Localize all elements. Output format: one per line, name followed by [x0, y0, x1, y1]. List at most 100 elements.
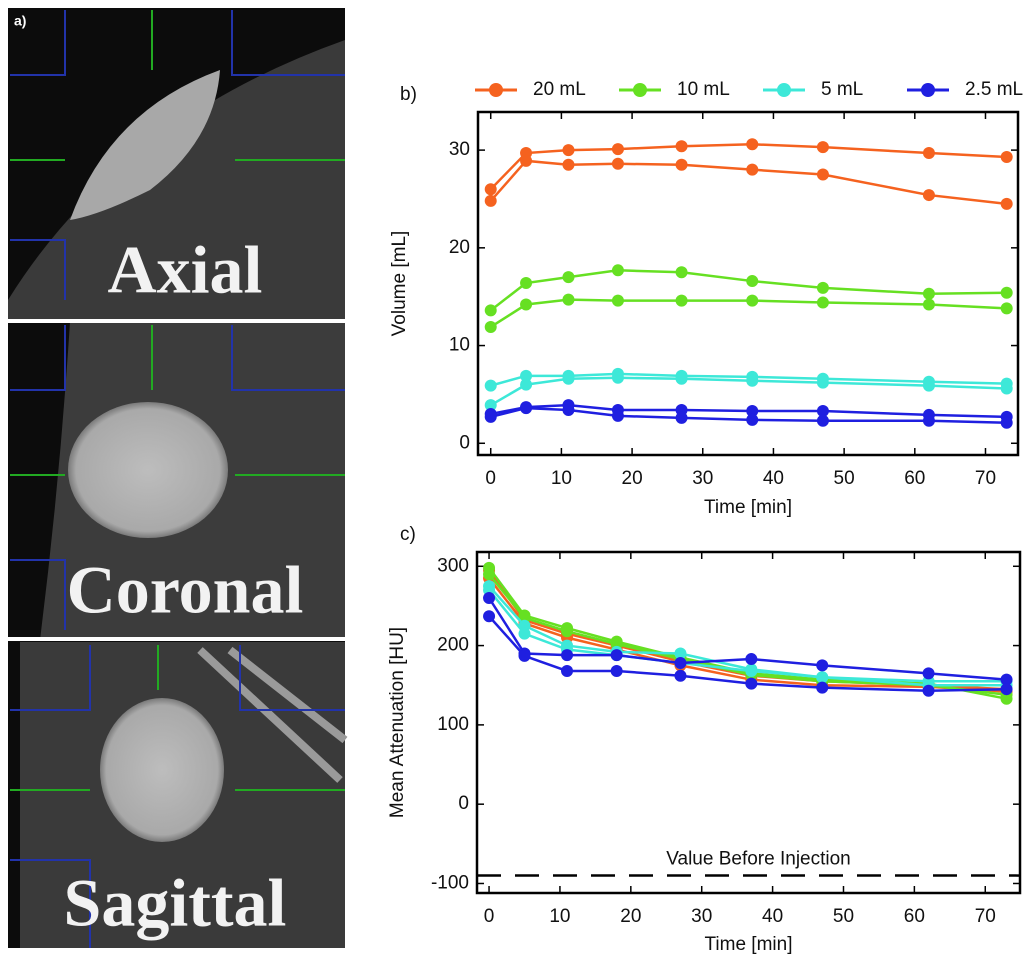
data-point [817, 282, 829, 294]
data-point [746, 414, 758, 426]
data-point [676, 140, 688, 152]
data-point [745, 678, 757, 690]
data-point [485, 380, 497, 392]
data-point [746, 275, 758, 287]
y-tick-label: -100 [431, 872, 469, 893]
y-tick-label: 10 [449, 335, 470, 356]
image-panel: a) Axial Coronal Sagittal [8, 8, 345, 948]
data-point [1001, 302, 1013, 314]
data-point [817, 377, 829, 389]
data-point [1001, 383, 1013, 395]
x-tick-label: 10 [551, 468, 572, 489]
data-point [816, 671, 828, 683]
data-point [816, 659, 828, 671]
x-tick-label: 50 [834, 468, 855, 489]
figure: a) Axial Coronal Sagittal b) Time [min] Vo… [0, 0, 1036, 959]
data-point [562, 144, 574, 156]
data-point [923, 667, 935, 679]
data-point [923, 147, 935, 159]
x-tick-label: 20 [622, 468, 643, 489]
x-tick-label: 40 [763, 468, 784, 489]
data-point [520, 277, 532, 289]
data-point [674, 670, 686, 682]
x-tick-label: 70 [975, 468, 996, 489]
reference-label: Value Before Injection [666, 849, 851, 870]
data-point [562, 373, 574, 385]
data-point [817, 169, 829, 181]
data-point [923, 685, 935, 697]
data-point [562, 404, 574, 416]
x-tick-label: 60 [904, 468, 925, 489]
data-point [923, 415, 935, 427]
data-point [562, 294, 574, 306]
data-point [485, 411, 497, 423]
legend-label: 10 mL [677, 79, 730, 100]
data-point [518, 650, 530, 662]
y-tick-label: 20 [449, 237, 470, 258]
data-point [816, 682, 828, 694]
panel-label: c) [400, 524, 416, 545]
data-point [485, 321, 497, 333]
y-tick-label: 300 [437, 555, 469, 576]
data-point [923, 189, 935, 201]
legend-label: 20 mL [533, 79, 586, 100]
x-tick-label: 20 [620, 906, 641, 927]
x-tick-label: 30 [692, 468, 713, 489]
data-point [518, 628, 530, 640]
x-tick-label: 30 [691, 906, 712, 927]
legend-marker [633, 83, 647, 97]
data-point [520, 402, 532, 414]
data-point [611, 649, 623, 661]
data-point [746, 375, 758, 387]
data-point [923, 299, 935, 311]
x-tick-label: 60 [904, 906, 925, 927]
y-axis-label: Volume [mL] [389, 231, 410, 337]
data-point [485, 195, 497, 207]
data-point [676, 412, 688, 424]
x-tick-label: 10 [549, 906, 570, 927]
legend-label: 2.5 mL [965, 79, 1023, 100]
data-point [485, 304, 497, 316]
y-tick-label: 30 [449, 139, 470, 160]
x-axis-label: Time [min] [705, 934, 793, 955]
data-point [674, 657, 686, 669]
data-point [612, 143, 624, 155]
data-point [520, 299, 532, 311]
plot-frame [477, 552, 1020, 893]
x-tick-label: 0 [484, 906, 495, 927]
blob-coronal [68, 402, 228, 538]
data-point [520, 155, 532, 167]
data-point [1001, 417, 1013, 429]
y-tick-label: 0 [459, 432, 470, 453]
data-point [676, 159, 688, 171]
data-point [923, 380, 935, 392]
view-label: Coronal [67, 552, 304, 628]
data-point [611, 665, 623, 677]
data-point [612, 295, 624, 307]
data-point [676, 295, 688, 307]
y-tick-label: 0 [458, 793, 469, 814]
data-point [612, 410, 624, 422]
data-point [562, 271, 574, 283]
data-point [520, 379, 532, 391]
data-point [745, 653, 757, 665]
data-point [746, 164, 758, 176]
blob-sagittal [100, 698, 224, 842]
x-tick-label: 0 [485, 468, 496, 489]
y-tick-label: 200 [437, 635, 469, 656]
data-point [746, 295, 758, 307]
x-tick-label: 50 [833, 906, 854, 927]
data-point [1001, 151, 1013, 163]
data-point [483, 592, 495, 604]
data-point [746, 138, 758, 150]
x-tick-label: 40 [762, 906, 783, 927]
panel-label: b) [400, 84, 417, 105]
legend-marker [489, 83, 503, 97]
data-point [483, 568, 495, 580]
data-point [676, 373, 688, 385]
data-point [923, 288, 935, 300]
data-point [561, 665, 573, 677]
view-label: Sagittal [64, 865, 287, 941]
data-point [1001, 683, 1013, 695]
data-point [612, 372, 624, 384]
